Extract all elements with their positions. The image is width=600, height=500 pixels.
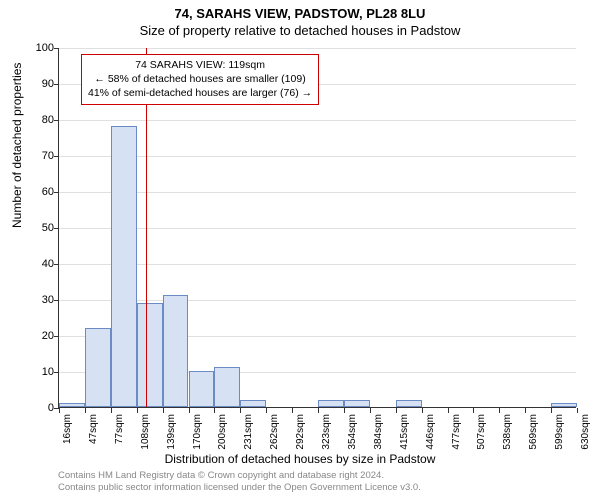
ytick-label: 100	[24, 42, 54, 54]
xtick-mark	[111, 408, 112, 413]
ytick-label: 10	[24, 366, 54, 378]
xtick-mark	[189, 408, 190, 413]
chart-area: 16sqm47sqm77sqm108sqm139sqm170sqm200sqm2…	[58, 48, 576, 408]
histogram-bar	[111, 126, 137, 407]
xtick-mark	[266, 408, 267, 413]
ytick-label: 30	[24, 294, 54, 306]
footer-line-2: Contains public sector information licen…	[58, 482, 421, 494]
ytick-label: 0	[24, 402, 54, 414]
histogram-bar	[85, 328, 111, 407]
ytick-label: 50	[24, 222, 54, 234]
ytick-mark	[54, 228, 59, 229]
ytick-mark	[54, 156, 59, 157]
xtick-mark	[163, 408, 164, 413]
xtick-mark	[370, 408, 371, 413]
ytick-mark	[54, 300, 59, 301]
xtick-mark	[318, 408, 319, 413]
marker-info-line: 74 SARAHS VIEW: 119sqm	[88, 58, 312, 72]
xtick-mark	[396, 408, 397, 413]
xtick-mark	[85, 408, 86, 413]
ytick-mark	[54, 192, 59, 193]
histogram-bar	[551, 403, 577, 407]
marker-info-box: 74 SARAHS VIEW: 119sqm← 58% of detached …	[81, 54, 319, 105]
ytick-label: 20	[24, 330, 54, 342]
histogram-bar	[344, 400, 370, 407]
histogram-bar	[240, 400, 266, 407]
histogram-bar	[137, 303, 163, 407]
ytick-label: 70	[24, 150, 54, 162]
xtick-mark	[59, 408, 60, 413]
histogram-bar	[396, 400, 422, 407]
xtick-mark	[551, 408, 552, 413]
ytick-mark	[54, 84, 59, 85]
histogram-bar	[189, 371, 215, 407]
xtick-mark	[577, 408, 578, 413]
xtick-mark	[292, 408, 293, 413]
histogram-bar	[59, 403, 85, 407]
xtick-mark	[525, 408, 526, 413]
marker-info-line: ← 58% of detached houses are smaller (10…	[88, 72, 312, 86]
histogram-bar	[318, 400, 344, 407]
x-axis-label: Distribution of detached houses by size …	[0, 452, 600, 466]
ytick-mark	[54, 336, 59, 337]
plot-area: 16sqm47sqm77sqm108sqm139sqm170sqm200sqm2…	[58, 48, 576, 408]
gridline	[59, 120, 576, 121]
ytick-mark	[54, 120, 59, 121]
y-axis-label: Number of detached properties	[10, 63, 24, 228]
page-subtitle: Size of property relative to detached ho…	[0, 21, 600, 42]
xtick-mark	[214, 408, 215, 413]
ytick-label: 80	[24, 114, 54, 126]
ytick-mark	[54, 264, 59, 265]
ytick-label: 40	[24, 258, 54, 270]
histogram-bar	[214, 367, 240, 407]
xtick-mark	[499, 408, 500, 413]
page-title: 74, SARAHS VIEW, PADSTOW, PL28 8LU	[0, 0, 600, 21]
xtick-mark	[448, 408, 449, 413]
footer-line-1: Contains HM Land Registry data © Crown c…	[58, 470, 421, 482]
histogram-bar	[163, 295, 189, 407]
ytick-label: 90	[24, 78, 54, 90]
xtick-mark	[344, 408, 345, 413]
gridline	[59, 48, 576, 49]
ytick-label: 60	[24, 186, 54, 198]
xtick-mark	[137, 408, 138, 413]
xtick-mark	[422, 408, 423, 413]
xtick-mark	[473, 408, 474, 413]
xtick-mark	[240, 408, 241, 413]
ytick-mark	[54, 372, 59, 373]
footer-attribution: Contains HM Land Registry data © Crown c…	[58, 470, 421, 494]
marker-info-line: 41% of semi-detached houses are larger (…	[88, 86, 312, 100]
ytick-mark	[54, 48, 59, 49]
